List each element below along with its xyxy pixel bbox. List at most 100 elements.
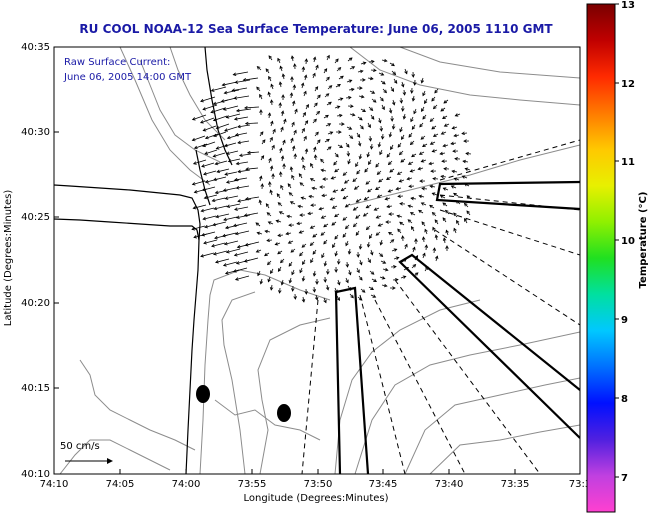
current-vector-head: [408, 184, 412, 189]
dash-line-8: [301, 299, 319, 474]
current-vector-head: [373, 68, 377, 73]
current-vector-head: [410, 90, 414, 94]
current-vector-head: [337, 67, 342, 71]
y-tick-label: 40:35: [21, 42, 50, 53]
current-vector-head: [431, 126, 435, 130]
current-vector: [234, 116, 249, 120]
current-vector: [364, 196, 370, 201]
current-vector-head: [343, 180, 348, 184]
current-vector-head: [257, 272, 261, 277]
current-vector-head: [302, 164, 306, 169]
current-vector-head: [279, 65, 283, 70]
current-vector-head: [222, 263, 227, 267]
current-vector-head: [202, 216, 207, 221]
current-vector-head: [280, 259, 284, 264]
current-vector: [363, 212, 369, 217]
current-vector-head: [299, 213, 303, 217]
current-vector: [235, 275, 250, 281]
current-vector-head: [353, 186, 358, 190]
current-vector-head: [301, 127, 305, 132]
current-vector-head: [225, 151, 230, 155]
current-vector-head: [312, 72, 316, 77]
current-vector: [192, 135, 206, 141]
current-vector-head: [271, 144, 275, 149]
current-vector-head: [300, 196, 305, 200]
contour-line-4: [334, 299, 481, 474]
current-vector-head: [280, 155, 285, 160]
current-vector: [224, 171, 238, 175]
current-vector-head: [453, 133, 458, 138]
colorbar-tick-label: 13: [621, 0, 635, 11]
current-vector-head: [409, 141, 414, 146]
x-tick-label: 73:40: [435, 479, 464, 490]
current-vector-head: [281, 73, 286, 78]
current-vector-head: [422, 252, 426, 257]
current-vector-head: [445, 245, 449, 249]
current-vector: [203, 125, 217, 131]
current-vector-head: [388, 212, 392, 216]
current-vector-head: [312, 251, 317, 255]
current-vector-head: [372, 294, 377, 298]
current-vector-head: [439, 151, 444, 156]
current-vector-head: [211, 198, 216, 203]
current-vector: [243, 77, 259, 81]
current-vector: [224, 142, 237, 147]
current-vector-head: [213, 206, 218, 211]
dash-line-6: [374, 299, 466, 474]
contour-line-6: [404, 377, 580, 474]
current-vector-head: [200, 98, 204, 103]
current-vector-head: [290, 76, 294, 80]
current-vector-head: [370, 271, 375, 275]
current-vector-head: [220, 99, 225, 103]
current-vector: [247, 151, 260, 154]
current-vector-head: [256, 66, 261, 70]
current-vector-head: [260, 155, 265, 159]
current-vector-head: [369, 76, 374, 81]
current-vector-head: [303, 135, 307, 140]
current-vector-head: [432, 226, 436, 231]
current-vector-head: [390, 146, 394, 151]
contour-line-5: [354, 331, 580, 474]
current-vector-head: [320, 232, 325, 236]
current-vector-head: [200, 254, 204, 258]
current-vector-head: [390, 118, 394, 122]
current-vector-head: [341, 122, 345, 126]
current-vector-head: [424, 228, 428, 233]
current-vector-head: [278, 171, 283, 175]
bathymetry-contours: [59, 47, 580, 474]
current-vector-head: [215, 125, 220, 130]
current-vector-head: [360, 125, 364, 130]
current-vector-head: [221, 233, 226, 238]
current-vector-head: [191, 227, 196, 231]
current-vector-head: [259, 280, 264, 285]
current-vector-head: [223, 217, 227, 222]
current-vector-head: [204, 135, 209, 140]
current-vector-head: [349, 135, 354, 139]
current-vector-head: [314, 296, 319, 301]
current-vector-head: [212, 154, 217, 158]
current-vector-head: [238, 153, 243, 158]
current-vector-head: [463, 183, 468, 187]
current-vector: [192, 114, 207, 121]
current-vector-head: [323, 223, 327, 228]
current-vector-head: [442, 202, 447, 206]
current-vector: [202, 186, 216, 191]
current-vector-head: [309, 178, 314, 182]
current-vector-head: [301, 156, 305, 160]
current-vector-head: [348, 126, 353, 130]
station-marker-1: [196, 385, 210, 403]
current-vector-head: [410, 196, 415, 201]
current-vector-head: [310, 203, 314, 207]
current-vector-head: [379, 128, 384, 132]
current-vector: [191, 225, 206, 230]
current-vector-head: [213, 252, 217, 256]
current-vector-head: [464, 167, 469, 171]
current-vector: [234, 206, 249, 211]
current-vector-head: [434, 234, 439, 239]
current-vector-head: [288, 279, 293, 284]
current-vector-head: [345, 225, 349, 230]
current-vector-head: [291, 121, 295, 126]
colorbar-tick-label: 12: [621, 79, 635, 90]
current-vector: [211, 86, 227, 92]
current-vector-head: [270, 120, 274, 125]
